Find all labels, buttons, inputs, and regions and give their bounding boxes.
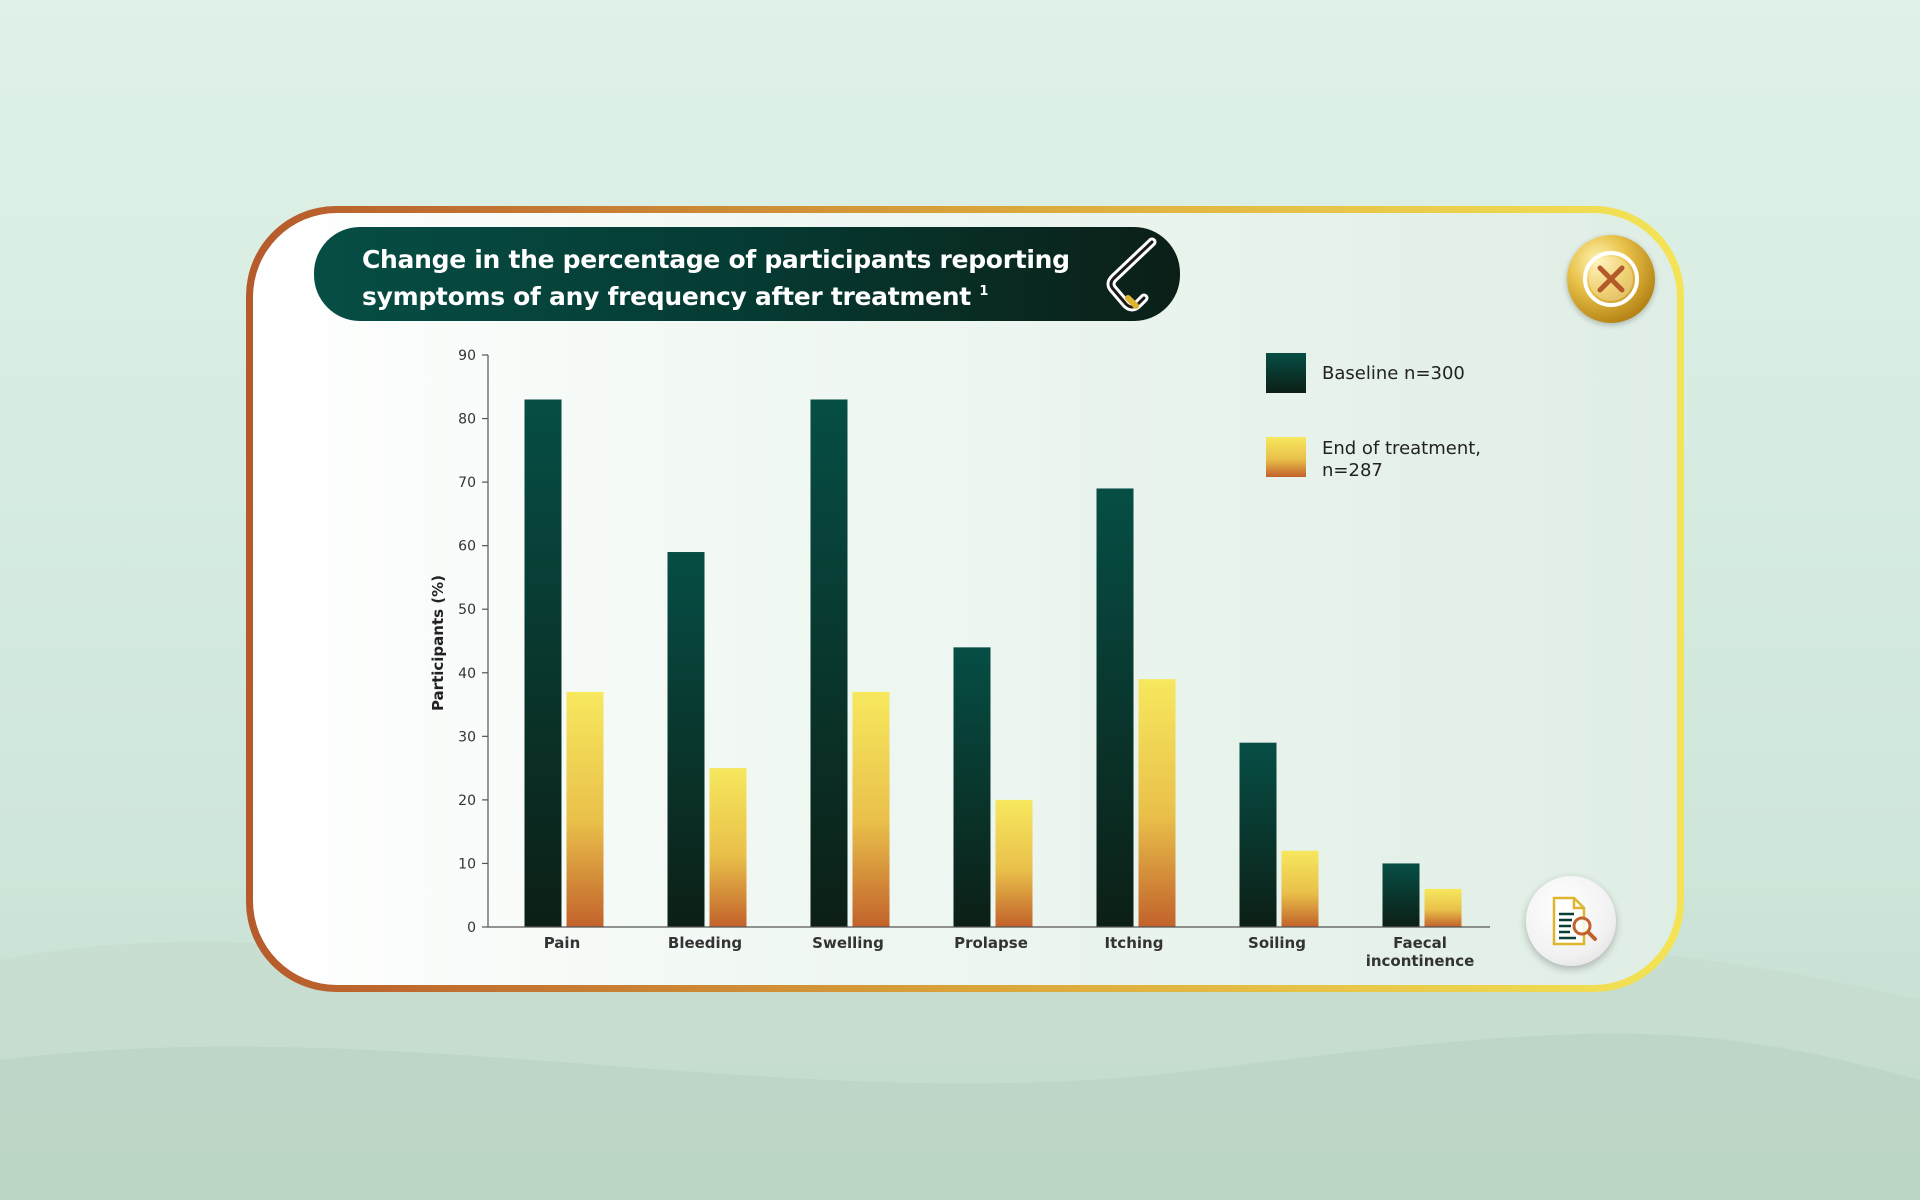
close-button[interactable] [1567, 235, 1655, 323]
y-tick-label: 40 [458, 666, 476, 682]
bar-series [524, 399, 1462, 927]
bar-end-of-treatment [1281, 850, 1319, 927]
legend-label: End of treatment, n=287 [1322, 438, 1481, 481]
x-category-label: Soiling [1248, 934, 1306, 952]
bar-end-of-treatment [995, 799, 1033, 927]
bar-baseline [953, 647, 991, 927]
title-banner [314, 227, 1180, 321]
brand-logo-icon [1106, 237, 1157, 312]
y-tick-label: 60 [458, 539, 476, 555]
legend: Baseline n=300 End of treatment, n=287 [1266, 353, 1481, 481]
y-tick-label: 10 [458, 856, 476, 872]
references-button[interactable] [1526, 876, 1616, 966]
x-category-label: Pain [544, 934, 581, 952]
y-tick-label: 0 [467, 920, 476, 936]
legend-label: Baseline n=300 [1322, 363, 1465, 384]
bar-end-of-treatment [1138, 679, 1176, 927]
bar-end-of-treatment [709, 768, 747, 927]
x-category-label: Itching [1105, 934, 1164, 952]
bar-baseline [667, 552, 705, 927]
x-category-label: Bleeding [668, 934, 742, 952]
legend-swatch-end-of-treatment [1266, 437, 1306, 477]
y-tick-label: 70 [458, 475, 476, 491]
x-category-label: Faecal incontinence [1366, 934, 1475, 970]
chart-title-text: Change in the percentage of participants… [362, 245, 1070, 311]
y-tick-label: 50 [458, 602, 476, 618]
bar-baseline [1239, 742, 1277, 927]
x-category-label: Swelling [812, 934, 884, 952]
bar-baseline [1382, 863, 1420, 927]
close-icon [1583, 251, 1639, 307]
y-tick-label: 30 [458, 729, 476, 745]
bar-end-of-treatment [566, 691, 604, 927]
title-reference: 1 [979, 284, 989, 299]
y-tick-label: 20 [458, 793, 476, 809]
y-axis: 0 10 20 30 40 50 60 70 80 90 [458, 348, 489, 936]
x-category-label: Prolapse [954, 934, 1028, 952]
document-search-icon [1552, 896, 1597, 946]
y-tick-label: 90 [458, 348, 476, 364]
bar-baseline [810, 399, 848, 927]
legend-swatch-baseline [1266, 353, 1306, 393]
bar-baseline [1096, 488, 1134, 927]
bar-baseline [524, 399, 562, 927]
y-tick-label: 80 [458, 412, 476, 428]
bar-end-of-treatment [852, 691, 890, 927]
y-axis-title: Participants (%) [429, 575, 447, 711]
chart-title: Change in the percentage of participants… [362, 244, 1082, 313]
bar-end-of-treatment [1424, 888, 1462, 927]
x-axis: Pain Bleeding Swelling Prolapse Itching Soili… [488, 926, 1490, 970]
